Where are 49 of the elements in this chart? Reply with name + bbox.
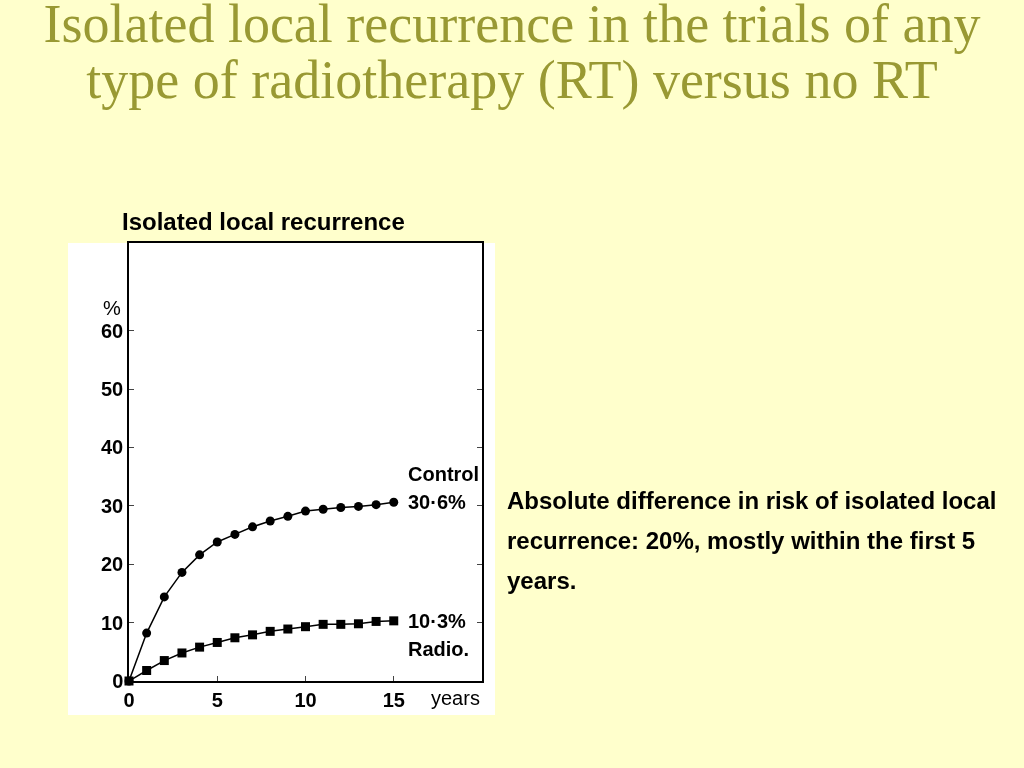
point — [265, 516, 275, 526]
annotation: 30·6% — [408, 491, 467, 513]
point — [159, 656, 169, 666]
point — [353, 619, 363, 629]
x-tick-label: 15 — [382, 688, 405, 711]
point — [371, 616, 381, 626]
y-tick-label: 0 — [112, 670, 124, 692]
point — [371, 500, 381, 510]
y-tick-label: 10 — [101, 611, 124, 634]
point — [353, 501, 363, 511]
series-label: Radio. — [408, 638, 470, 660]
point — [318, 619, 328, 629]
chart-title: Isolated local recurrence in the trials of any type of radiotherapy (RT) versus no RT — [42, 0, 982, 110]
point — [230, 633, 240, 643]
point — [230, 529, 240, 539]
point — [142, 665, 152, 675]
annotation: 10·3% — [408, 610, 467, 632]
point — [177, 648, 187, 658]
point — [248, 630, 258, 640]
point — [212, 637, 222, 647]
point — [389, 616, 399, 626]
point — [301, 622, 310, 632]
point — [159, 592, 169, 602]
point — [212, 537, 222, 547]
point — [336, 619, 346, 629]
point — [177, 567, 187, 577]
point — [283, 511, 293, 521]
point — [248, 522, 258, 532]
point — [389, 497, 399, 507]
series-label: Control — [408, 463, 480, 485]
point — [195, 642, 205, 652]
x-tick-label: 5 — [211, 688, 223, 711]
point — [195, 550, 205, 560]
y-tick-label: 50 — [101, 378, 124, 400]
point — [318, 504, 328, 514]
y-tick-label: 20 — [101, 553, 124, 576]
y-axis-title: % — [103, 297, 121, 319]
y-tick-label: 30 — [101, 494, 124, 517]
chart-subtitle: Isolated local recurrence — [121, 208, 406, 236]
x-axis-title: years — [431, 687, 480, 709]
text: Absolute difference in risk of isolated local recurrence: 20%, mostly within the first 5 years. — [507, 486, 998, 596]
point — [283, 624, 293, 634]
point — [142, 628, 152, 638]
point — [265, 626, 275, 636]
y-tick-label: 60 — [101, 319, 124, 342]
point — [301, 506, 310, 516]
y-tick-label: 40 — [101, 436, 124, 459]
x-tick-label: 10 — [294, 688, 317, 711]
point — [336, 503, 346, 513]
